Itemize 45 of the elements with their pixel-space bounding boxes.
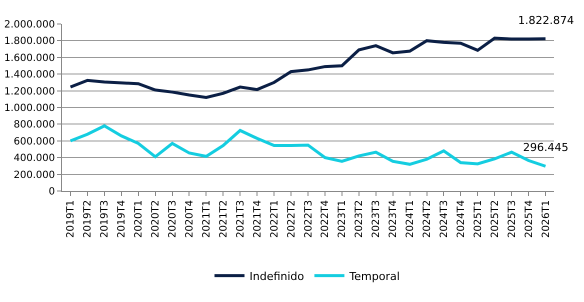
x-tick-label: 2023T1	[337, 200, 348, 238]
y-tick-label: 2.000.000	[4, 20, 55, 30]
data-label: 1.822.874	[518, 14, 574, 27]
x-tick-label: 2024T3	[438, 200, 450, 238]
y-tick-label: 800.000	[14, 120, 55, 131]
x-tick-label: 2022T1	[269, 200, 280, 238]
x-tick-label: 2026T1	[540, 200, 552, 238]
y-tick-label: 600.000	[14, 136, 55, 148]
x-tick-label: 2019T3	[100, 200, 111, 238]
y-tick-label: 1.600.000	[4, 52, 55, 64]
y-tick-label: 1.800.000	[4, 36, 55, 48]
legend-label: Temporal	[348, 270, 400, 283]
x-tick-label: 2025T1	[472, 200, 484, 238]
x-tick-label: 2019T4	[116, 200, 128, 238]
x-tick-label: 2023T2	[354, 200, 366, 238]
legend-label: Indefinido	[250, 270, 304, 283]
x-tick-label: 2023T3	[371, 200, 382, 238]
x-tick-label: 2025T4	[524, 200, 535, 238]
x-tick-label: 2024T1	[405, 200, 416, 238]
x-tick-label: 2022T4	[320, 200, 332, 238]
data-label: 296.445	[523, 141, 568, 154]
x-tick-label: 2022T2	[286, 200, 298, 238]
x-tick-label: 2020T1	[134, 200, 145, 238]
y-tick-label: 0	[48, 186, 55, 198]
x-tick-label: 2019T1	[66, 200, 77, 238]
line-series	[68, 36, 548, 99]
x-tick-label: 2020T3	[168, 200, 179, 238]
x-tick-label: 2024T4	[456, 200, 467, 238]
x-tick-label: 2021T1	[201, 200, 212, 238]
y-tick-label: 1.400.000	[4, 70, 55, 81]
x-tick-label: 2021T4	[252, 200, 264, 238]
y-tick-label: 200.000	[14, 170, 55, 181]
y-tick-label: 1.000.000	[4, 103, 55, 114]
x-tick-label: 2023T4	[388, 200, 400, 238]
x-tick-label: 2022T3	[303, 200, 314, 238]
y-tick-label: 400.000	[14, 153, 55, 164]
x-tick-label: 2025T2	[490, 200, 501, 238]
x-tick-label: 2025T3	[506, 200, 518, 238]
x-tick-label: 2021T2	[218, 200, 230, 238]
y-tick-label: 1.200.000	[4, 86, 55, 98]
x-tick-label: 2020T4	[184, 200, 196, 238]
x-tick-label: 2019T2	[82, 200, 94, 238]
x-tick-label: 2020T2	[150, 200, 162, 238]
x-tick-label: 2021T3	[235, 200, 246, 238]
x-tick-label: 2024T2	[422, 200, 434, 238]
